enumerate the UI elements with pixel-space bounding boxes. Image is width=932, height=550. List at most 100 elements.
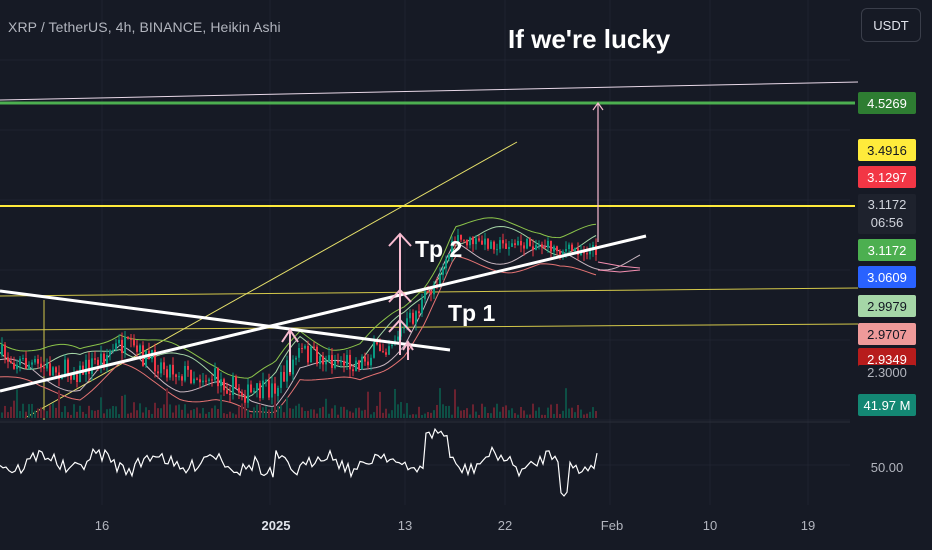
candle-body — [457, 235, 459, 243]
volume-bar — [310, 409, 312, 418]
volume-bar — [553, 413, 555, 418]
candle-body — [331, 355, 333, 368]
candle-body — [367, 361, 369, 366]
candle-body — [565, 249, 567, 252]
candle-body — [52, 367, 54, 376]
date-tick-label: 16 — [94, 518, 110, 533]
volume-bar — [439, 388, 441, 418]
volume-bar — [79, 405, 81, 418]
tp-arrows — [281, 232, 414, 372]
volume-bar — [505, 405, 507, 418]
candle-body — [205, 380, 207, 382]
volume-bar — [208, 411, 210, 418]
volume-bar — [448, 405, 450, 418]
volume-bar — [55, 407, 57, 418]
candle-body — [451, 240, 453, 255]
volume-bar — [526, 414, 528, 418]
candle-body — [127, 337, 129, 339]
volume-bar — [496, 403, 498, 418]
candle-body — [160, 362, 162, 374]
volume-bar — [256, 404, 258, 418]
price-tag: 3.1297 — [858, 166, 916, 188]
candle-body — [298, 348, 300, 358]
candle-body — [448, 254, 450, 259]
volume-bar — [490, 413, 492, 418]
date-tick-label: 10 — [702, 518, 718, 533]
candle-body — [469, 237, 471, 246]
candle-body — [124, 337, 126, 354]
volume-bar — [487, 413, 489, 418]
candle-body — [196, 378, 198, 380]
candle-body — [79, 365, 81, 383]
candle-body — [334, 361, 336, 368]
candle-body — [235, 376, 237, 388]
candle-body — [163, 362, 165, 370]
candle-body — [34, 359, 36, 363]
volume-tag: 41.97 M — [858, 394, 916, 416]
candle-body — [64, 359, 66, 376]
price-tag: 4.5269 — [858, 92, 916, 114]
volume-bar — [181, 409, 183, 418]
candle-body — [478, 238, 480, 241]
candle-body — [415, 311, 417, 324]
volume-bar — [313, 409, 315, 418]
volume-bar — [301, 407, 303, 418]
candle-body — [502, 240, 504, 244]
volume-bar — [583, 414, 585, 418]
candle-body — [28, 364, 30, 369]
volume-bar — [100, 397, 102, 418]
currency-button[interactable]: USDT — [861, 8, 921, 42]
volume-bar — [397, 404, 399, 418]
candle-body — [169, 364, 171, 378]
candle-body — [223, 379, 225, 391]
candle-body — [520, 240, 522, 246]
candle-body — [73, 374, 75, 380]
candle-body — [361, 356, 363, 370]
future-cloud — [597, 261, 641, 273]
volume-bar — [364, 409, 366, 418]
volume-bar — [40, 407, 42, 418]
candle-body — [499, 240, 501, 250]
candle-body — [262, 380, 264, 399]
candle-body — [508, 246, 510, 249]
oscillator-tag: 50.00 — [870, 459, 904, 475]
candle-body — [178, 376, 180, 378]
candle-body — [241, 392, 243, 396]
volume-bar — [361, 410, 363, 418]
volume-bar — [547, 407, 549, 418]
tp2-annotation: Tp 2 — [415, 236, 463, 262]
candle-body — [481, 240, 483, 245]
volume-bar — [64, 406, 66, 418]
candle-body — [589, 249, 591, 255]
candle-body — [547, 240, 549, 248]
volume-bar — [298, 403, 300, 418]
volume-bar — [10, 406, 12, 418]
volume-bar — [373, 412, 375, 418]
candle-body — [340, 361, 342, 363]
candle-body — [4, 344, 6, 358]
candle-body — [226, 390, 228, 394]
volume-bar — [367, 391, 369, 418]
candle-body — [217, 368, 219, 387]
volume-bar — [442, 404, 444, 418]
volume-bar — [349, 411, 351, 418]
candle-body — [562, 251, 564, 255]
volume-bar — [451, 414, 453, 418]
volume-bar — [277, 405, 279, 418]
candle-body — [55, 367, 57, 373]
candle-body — [445, 258, 447, 269]
volume-bar — [421, 414, 423, 418]
volume-bar — [565, 388, 567, 418]
volume-bar — [385, 408, 387, 418]
volume-bar — [289, 408, 291, 418]
candle-body — [88, 359, 90, 374]
volume-bar — [535, 410, 537, 418]
volume-bar — [541, 414, 543, 418]
volume-bar — [427, 412, 429, 418]
volume-bar — [436, 404, 438, 418]
volume-bar — [562, 410, 564, 418]
baseline-span-b — [0, 255, 597, 414]
volume-bar — [286, 397, 288, 418]
volume-bar — [319, 408, 321, 418]
